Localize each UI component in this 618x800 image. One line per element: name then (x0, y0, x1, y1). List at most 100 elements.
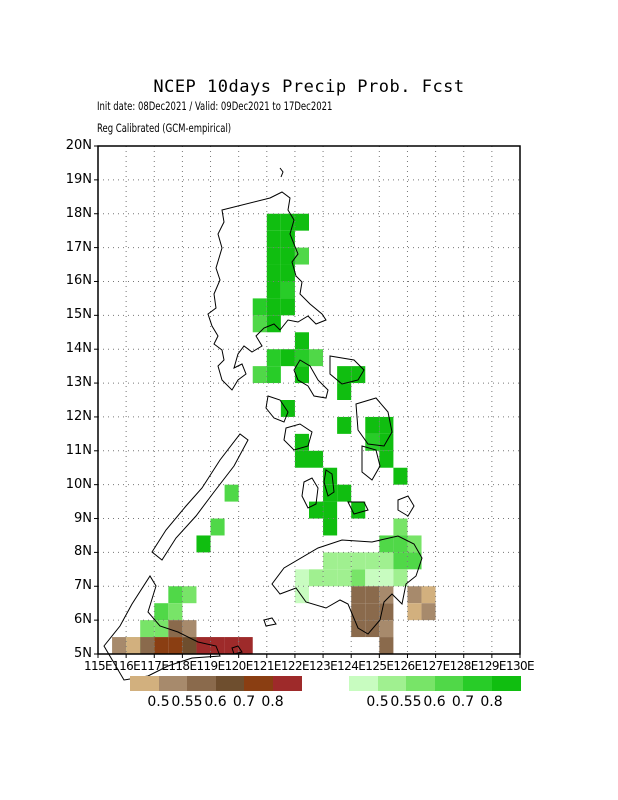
colorbar-dry-swatch (187, 676, 216, 691)
colorbar-wet-swatch (491, 676, 521, 691)
dry-probability-cell (182, 637, 197, 654)
map-frame (97, 145, 521, 655)
wet-probability-cell (365, 569, 380, 587)
wet-probability-cell (365, 416, 380, 434)
dry-probability-cell (224, 637, 239, 654)
wet-probability-cell (252, 366, 267, 384)
wet-probability-cell (280, 400, 295, 417)
dry-probability-cell (379, 637, 394, 654)
wet-probability-cell (323, 552, 338, 570)
subtitle-method: Reg Calibrated (GCM-empirical) (97, 121, 232, 135)
lon-tick-label: 125E (365, 659, 394, 673)
wet-probability-cell (280, 349, 295, 367)
colorbar-dry-label: 0.8 (261, 694, 284, 710)
dry-probability-cell (365, 586, 380, 604)
colorbar-dry-label: 0.5 (147, 694, 170, 710)
wet-probability-cell (337, 484, 352, 502)
wet-probability-cell (337, 569, 352, 587)
wet-probability-cell (393, 569, 408, 587)
wet-probability-cell (379, 450, 394, 468)
wet-probability-cell (154, 603, 169, 621)
wet-probability-cell (337, 383, 352, 400)
wet-probability-cell (266, 349, 281, 367)
colorbar-wet-swatch (406, 676, 435, 691)
wet-probability-cell (266, 298, 281, 316)
dry-probability-cell (210, 637, 225, 654)
wet-probability-cell (294, 247, 309, 265)
lat-tick-label: 12N (65, 408, 92, 424)
lat-tick-label: 5N (74, 646, 92, 661)
lat-tick-label: 16N (65, 273, 92, 289)
dry-probability-cell (421, 603, 436, 621)
wet-probability-cell (252, 298, 267, 316)
wet-probability-cell (379, 569, 394, 587)
lat-tick-label: 20N (65, 138, 92, 153)
dry-probability-cell (196, 637, 211, 654)
lat-tick-label: 10N (65, 476, 92, 492)
wet-probability-cell (309, 349, 324, 367)
colorbar-wet-swatch (349, 676, 378, 691)
wet-probability-cell (407, 552, 422, 570)
wet-probability-cell (294, 332, 309, 350)
colorbar-dry-swatch (130, 676, 159, 691)
colorbar-wet-label: 0.6 (423, 694, 446, 710)
lat-tick-label: 15N (65, 307, 92, 323)
lon-tick-label: 124E (337, 659, 366, 673)
lon-tick-label: 129E (477, 659, 507, 673)
wet-probability-cell (224, 484, 239, 502)
wet-probability-cell (266, 366, 281, 384)
dry-probability-cell (140, 637, 155, 654)
map-title: NCEP 10days Precip Prob. Fcst (153, 77, 465, 97)
wet-probability-cell (309, 569, 324, 587)
dry-probability-cell (379, 620, 394, 638)
wet-probability-cell (140, 620, 155, 638)
colorbar-wet-swatch (377, 676, 407, 691)
colorbar-dry-swatch (244, 676, 273, 691)
lon-tick-label: 128E (449, 659, 479, 673)
lat-tick-label: 8N (74, 544, 92, 560)
dry-probability-cell (154, 637, 169, 654)
wet-probability-cell (294, 450, 309, 468)
dry-probability-cell (351, 603, 366, 621)
colorbar-wet-label: 0.7 (451, 694, 475, 710)
lat-tick-label: 14N (65, 341, 92, 357)
wet-probability-cell (266, 213, 281, 231)
lat-tick-label: 17N (65, 239, 92, 255)
lon-tick-label: 117E (140, 659, 169, 673)
dry-probability-cell (407, 603, 422, 621)
dry-probability-cell (112, 637, 127, 654)
wet-probability-cell (266, 264, 281, 282)
lon-tick-label: 130E (505, 659, 535, 673)
colorbar-dry-label: 0.6 (204, 694, 227, 710)
lon-tick-label: 116E (112, 659, 141, 673)
wet-probability-cell (168, 586, 183, 604)
wet-probability-cell (351, 366, 366, 384)
wet-probability-cell (309, 450, 324, 468)
dry-probability-cell (168, 620, 183, 638)
wet-probability-cell (379, 416, 394, 434)
lon-tick-label: 122E (280, 659, 310, 673)
colorbar-wet-label: 0.5 (366, 694, 389, 710)
coastline-outline (103, 167, 423, 681)
dry-probability-cell (421, 586, 436, 604)
wet-probability-cell (379, 552, 394, 570)
colorbar-dry-label: 0.55 (171, 694, 203, 710)
wet-probability-cell (266, 247, 281, 265)
dry-probability-cell (365, 603, 380, 621)
wet-probability-cell (252, 315, 267, 333)
wet-probability-cell (280, 264, 295, 282)
wet-probability-cell (323, 569, 338, 587)
wet-probability-cell (351, 552, 366, 570)
wet-probability-cell (393, 535, 408, 553)
wet-probability-cell (337, 366, 352, 384)
wet-probability-cell (393, 467, 408, 485)
lat-tick-label: 19N (65, 171, 92, 187)
wet-probability-cell (294, 569, 309, 587)
colorbar-wet-swatch (434, 676, 464, 691)
lat-tick-label: 6N (74, 612, 92, 628)
colorbar-dry-swatch (272, 676, 302, 691)
lon-tick-label: 123E (309, 659, 338, 673)
dry-probability-cell (126, 637, 141, 654)
wet-probability-cell (294, 433, 309, 451)
